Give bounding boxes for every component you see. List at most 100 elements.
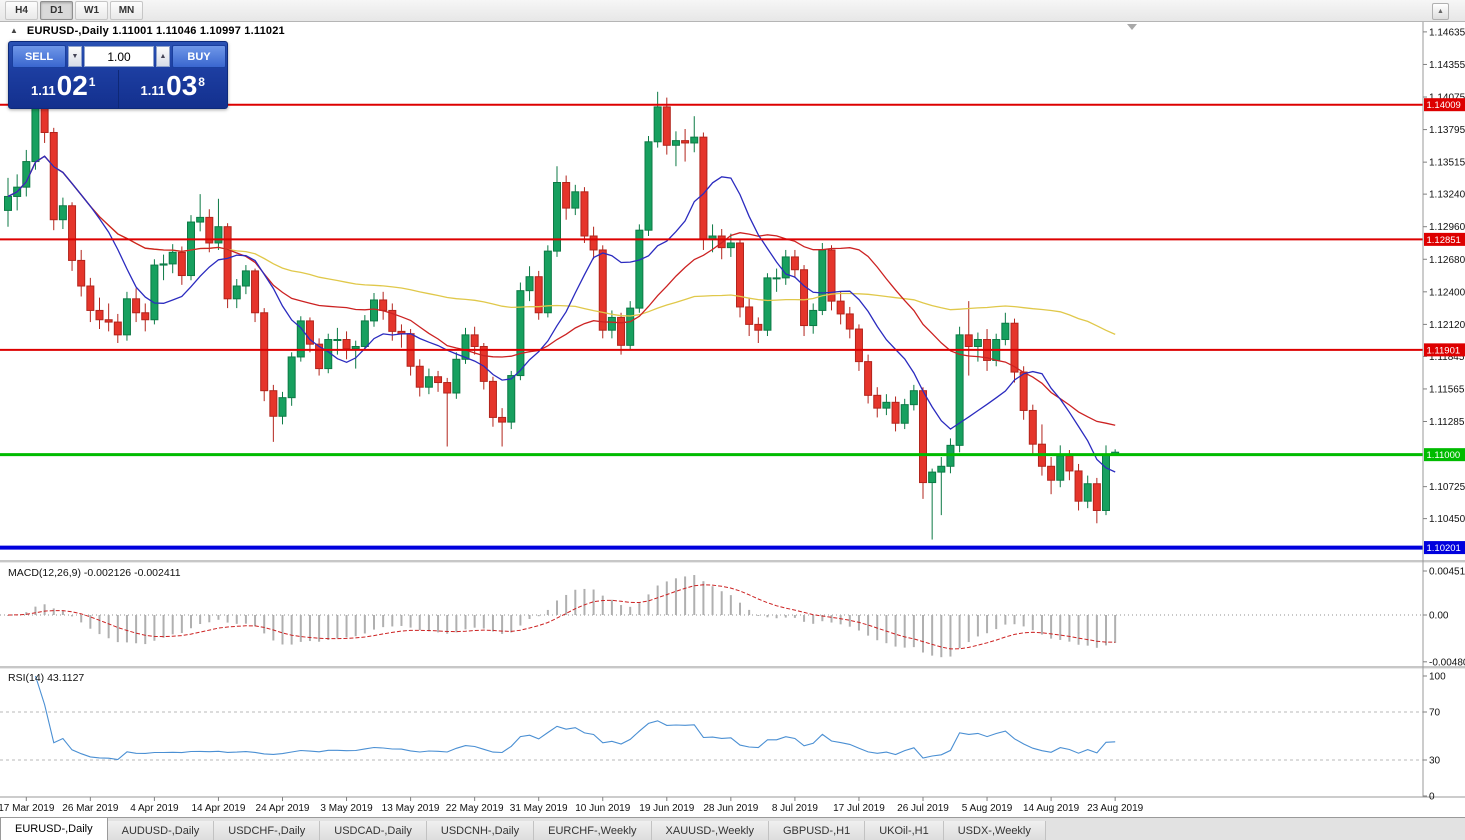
svg-text:1.13515: 1.13515 [1429,158,1465,169]
svg-text:0.00: 0.00 [1429,611,1449,622]
time-axis[interactable]: 17 Mar 2019 26 Mar 2019 4 Apr 2019 14 Apr 2… [0,797,1144,814]
candle [763,277,772,331]
candle [443,382,452,394]
sell-button[interactable]: SELL [12,45,66,68]
candle [187,221,195,277]
timeframe-button-h4[interactable]: H4 [5,1,38,20]
candle [818,249,827,311]
price-badge-1.11000: 1.11000 [1427,450,1461,461]
candle [553,182,561,252]
svg-text:100: 100 [1429,672,1446,683]
svg-text:-0.004806: -0.004806 [1429,657,1465,668]
candle [470,334,479,347]
price-axis[interactable]: 1.14635 1.14355 1.14075 1.13795 1.13515 1.132… [0,22,1465,803]
candle [342,339,351,350]
tab-audusd-daily[interactable]: AUDUSD-,Daily [107,821,215,840]
candle [754,323,763,331]
date-label: 13 May 2019 [382,803,440,814]
svg-text:0.004517: 0.004517 [1429,566,1465,577]
horizontal-level-lines[interactable] [0,103,1423,550]
volume-input[interactable] [84,46,154,67]
candle [635,229,644,309]
price-badge-1.12851: 1.12851 [1427,235,1461,246]
svg-text:1.12120: 1.12120 [1429,320,1465,331]
panel-splitter[interactable] [0,560,1465,669]
date-label: 10 Jun 2019 [575,803,630,814]
candle [964,334,973,347]
date-label: 24 Apr 2019 [256,803,310,814]
candle [973,339,982,347]
tab-eurusd-daily[interactable]: EURUSD-,Daily [0,817,108,840]
candle [1065,455,1074,472]
tab-usdcnh-daily[interactable]: USDCNH-,Daily [426,821,535,840]
candle [214,226,223,244]
candle [955,334,964,446]
one-click-collapse-icon[interactable]: ▲ [10,26,18,35]
svg-text:1.13240: 1.13240 [1429,190,1465,201]
price-badge-1.10201: 1.10201 [1427,543,1461,554]
timeframe-buttons: H4 D1 W1 MN [5,1,143,20]
sell-price[interactable]: 1.11 02 1 [9,70,119,109]
tab-gbpusd-h1[interactable]: GBPUSD-,H1 [768,821,866,840]
candle [626,307,635,346]
tab-usdx-weekly[interactable]: USDX-,Weekly [943,821,1046,840]
buy-price[interactable]: 1.11 03 8 [119,70,228,109]
candle [919,390,927,484]
candle [699,136,708,240]
candle [58,205,67,221]
candle [827,249,836,302]
buy-button[interactable]: BUY [172,45,226,68]
candle [232,285,241,300]
sell-price-sup: 1 [88,75,96,89]
candle [690,136,699,144]
candle [617,316,626,346]
tab-usdchf-daily[interactable]: USDCHF-,Daily [214,821,321,840]
one-click-trading-panel: SELL ▼ ▲ BUY 1.11 02 1 1.11 03 8 [8,41,228,109]
toolbar-corner-icon[interactable]: ▲ [1432,3,1449,20]
candle [1001,322,1010,341]
candle [598,249,607,331]
candle [86,285,95,311]
candle [4,195,12,211]
candle [1102,454,1110,511]
tab-ukoil-h1[interactable]: UKOil-,H1 [865,821,944,840]
svg-text:70: 70 [1429,708,1441,719]
timeframe-button-w1[interactable]: W1 [75,1,108,20]
svg-text:1.14635: 1.14635 [1429,27,1465,38]
candle [461,334,470,360]
candle [132,298,141,314]
price-badge-1.11901: 1.11901 [1427,345,1461,356]
volume-decrease-icon[interactable]: ▼ [68,46,82,67]
candle [644,141,653,231]
candle [251,270,260,314]
candle [681,140,690,144]
chart-ohlc-text: EURUSD-,Daily 1.11001 1.11046 1.10997 1.… [26,25,285,37]
volume-increase-icon[interactable]: ▲ [156,46,170,67]
timeframe-button-mn[interactable]: MN [110,1,143,20]
svg-text:1.10450: 1.10450 [1429,514,1465,525]
tab-xauusd-weekly[interactable]: XAUUSD-,Weekly [651,821,769,840]
date-label: 19 Jun 2019 [639,803,694,814]
date-label: 14 Aug 2019 [1023,803,1080,814]
candle [22,161,31,188]
timeframe-button-d1[interactable]: D1 [40,1,73,20]
candle [845,313,854,330]
candle [434,376,443,384]
candle [205,216,214,244]
candle [864,361,873,396]
candle [909,390,918,406]
candle [488,380,497,418]
candle [790,256,799,271]
buy-price-big: 03 [166,70,198,101]
svg-text:1.10725: 1.10725 [1429,482,1465,493]
candle [854,328,863,363]
candle [296,320,305,358]
candle [589,235,598,251]
tab-usdcad-daily[interactable]: USDCAD-,Daily [320,821,427,840]
one-click-controls: SELL ▼ ▲ BUY [9,42,227,68]
tab-eurchf-weekly[interactable]: EURCHF-,Weekly [534,821,652,840]
candle [141,312,150,321]
candle [168,251,177,265]
